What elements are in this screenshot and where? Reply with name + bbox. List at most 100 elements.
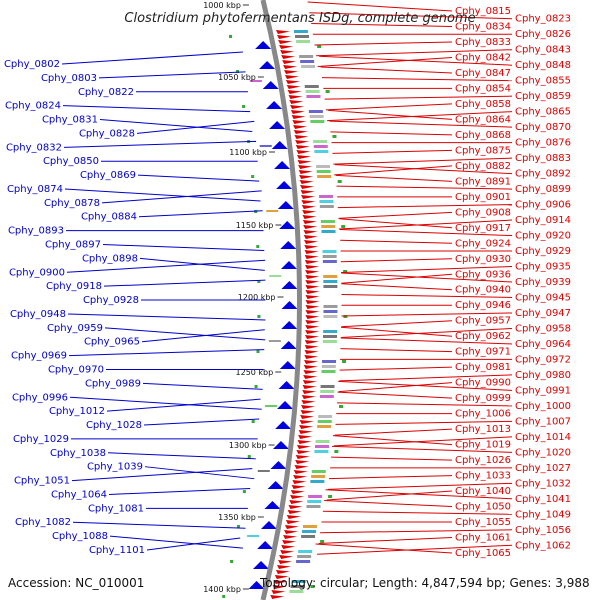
feature-segment (321, 365, 336, 368)
feature-segment (320, 390, 335, 393)
left-label-leader (72, 521, 246, 529)
left-gene-label: Cphy_1012 (49, 406, 105, 417)
right-gene-label: Cphy_1055 (455, 517, 511, 528)
forward-gene-arrow (275, 30, 290, 34)
right-gene-label: Cphy_0876 (515, 138, 571, 149)
forward-gene-arrow (296, 155, 311, 159)
right-label-leader (330, 131, 453, 136)
kbp-label: 1300 kbp (229, 441, 267, 450)
right-label-leader (328, 109, 453, 120)
left-gene-label: Cphy_0850 (43, 156, 99, 167)
left-label-leader (109, 535, 243, 549)
right-gene-label: Cphy_1000 (515, 401, 571, 412)
forward-gene-arrow (279, 45, 294, 49)
feature-segment (317, 420, 332, 423)
forward-gene-arrow (301, 195, 316, 199)
feature-segment (320, 220, 335, 223)
left-label-leader (137, 174, 260, 182)
feature-tick (256, 245, 260, 248)
forward-gene-arrow (304, 345, 319, 349)
right-gene-label: Cphy_0815 (455, 6, 511, 17)
right-label-leader (332, 435, 453, 446)
reverse-gene-arrow (281, 281, 298, 289)
left-label-leader (143, 418, 260, 426)
right-gene-label: Cphy_0929 (515, 246, 571, 257)
feature-tick (317, 45, 322, 48)
right-gene-label: Cphy_0833 (455, 37, 511, 48)
left-gene-label: Cphy_0831 (42, 115, 98, 126)
forward-gene-arrow (272, 585, 287, 589)
right-label-leader (314, 41, 453, 46)
right-label-leader (331, 456, 453, 461)
left-label-leader (99, 119, 253, 133)
forward-gene-arrow (302, 390, 317, 394)
right-label-leader (340, 239, 453, 244)
feature-segment (319, 205, 334, 208)
forward-gene-arrow (305, 325, 320, 329)
right-gene-label: Cphy_1006 (455, 409, 511, 420)
forward-gene-arrow (296, 150, 311, 154)
right-gene-label: Cphy_1041 (515, 494, 571, 505)
feature-tick (343, 315, 348, 318)
right-gene-label: Cphy_1065 (455, 548, 511, 559)
forward-gene-arrow (286, 85, 301, 89)
forward-gene-arrow (303, 370, 318, 374)
feature-segment (306, 505, 321, 508)
right-label-leader (338, 219, 513, 230)
forward-gene-arrow (302, 215, 317, 219)
right-label-leader (324, 95, 513, 100)
feature-tick (325, 90, 330, 93)
forward-gene-arrow (292, 480, 307, 484)
right-gene-label: Cphy_0864 (455, 114, 511, 125)
kbp-label: 1400 kbp (203, 585, 241, 594)
forward-gene-arrow (300, 185, 315, 189)
feature-tick (222, 595, 226, 598)
feature-segment (290, 585, 305, 588)
feature-tick (257, 315, 261, 318)
feature-segment (308, 110, 323, 113)
right-gene-label: Cphy_1007 (515, 416, 571, 427)
left-gene-label: Cphy_0996 (12, 392, 68, 403)
forward-gene-arrow (305, 300, 320, 304)
forward-gene-arrow (288, 505, 303, 509)
left-label-leader (141, 329, 265, 343)
feature-segment (305, 90, 320, 93)
forward-gene-arrow (270, 595, 285, 599)
left-label-leader (108, 487, 251, 495)
forward-gene-arrow (301, 405, 316, 409)
right-label-leader (339, 374, 513, 382)
forward-gene-arrow (292, 120, 307, 124)
right-gene-label: Cphy_1019 (455, 440, 511, 451)
right-label-leader (320, 66, 453, 74)
forward-gene-arrow (305, 265, 320, 269)
forward-gene-arrow (304, 340, 319, 344)
right-gene-label: Cphy_0858 (455, 99, 511, 110)
forward-gene-arrow (290, 490, 305, 494)
right-label-leader (326, 490, 453, 501)
forward-gene-arrow (289, 500, 304, 504)
forward-gene-arrow (293, 130, 308, 134)
right-gene-label: Cphy_0999 (455, 393, 511, 404)
right-gene-label: Cphy_0924 (455, 238, 511, 249)
feature-tick (339, 405, 344, 408)
forward-gene-arrow (277, 565, 292, 569)
forward-gene-arrow (305, 285, 320, 289)
right-label-leader (341, 283, 453, 291)
feature-tick (242, 105, 246, 108)
right-gene-label: Cphy_0842 (455, 52, 511, 63)
forward-gene-arrow (285, 520, 300, 524)
feature-segment (313, 145, 328, 148)
right-gene-label: Cphy_0906 (515, 200, 571, 211)
reverse-gene-arrow (281, 321, 298, 329)
feature-segment (314, 450, 329, 453)
right-gene-label: Cphy_0914 (515, 215, 571, 226)
right-gene-label: Cphy_0875 (455, 145, 511, 156)
right-gene-label: Cphy_1062 (515, 540, 571, 551)
forward-gene-arrow (305, 290, 320, 294)
kbp-label: 1250 kbp (236, 368, 274, 377)
right-label-leader (335, 420, 513, 425)
reverse-gene-arrow (260, 521, 277, 529)
forward-gene-arrow (303, 225, 318, 229)
feature-segment (301, 65, 316, 68)
right-gene-label: Cphy_0972 (515, 354, 571, 365)
